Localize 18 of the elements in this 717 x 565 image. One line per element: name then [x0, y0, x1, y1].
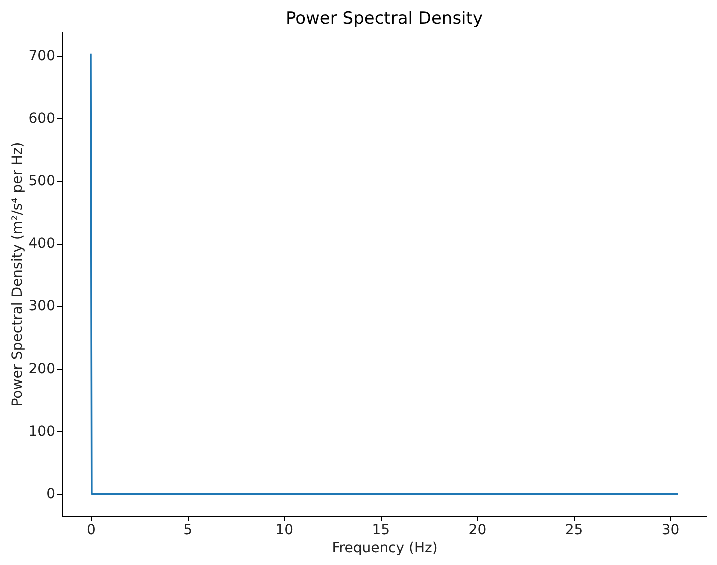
chart-title: Power Spectral Density — [286, 9, 484, 29]
x-tick-label: 15 — [372, 522, 390, 538]
y-tick-label: 500 — [28, 174, 56, 190]
y-tick-label: 700 — [28, 48, 56, 64]
y-tick-label: 100 — [28, 424, 56, 440]
x-tick-label: 25 — [565, 522, 584, 538]
x-axis-title: Frequency (Hz) — [332, 540, 438, 556]
x-tick-label: 0 — [87, 522, 96, 538]
y-tick-label: 200 — [28, 361, 56, 378]
y-tick-label: 600 — [28, 110, 56, 127]
y-tick-label: 400 — [28, 236, 56, 252]
y-tick-label: 300 — [28, 298, 56, 315]
x-tick-label: 30 — [662, 522, 680, 538]
y-tick-label: 0 — [46, 486, 56, 503]
x-tick-label: 10 — [276, 522, 294, 538]
x-tick-label: 5 — [184, 522, 192, 538]
x-tick-label: 20 — [468, 522, 487, 538]
y-axis-title: Power Spectral Density (m²/s⁴ per Hz) — [10, 142, 26, 407]
